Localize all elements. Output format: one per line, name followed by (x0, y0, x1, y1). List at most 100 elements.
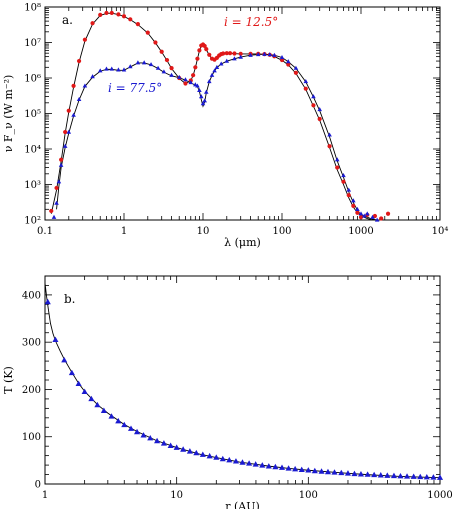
panel-a-model-curves (50, 12, 378, 221)
data-point-triangle (44, 298, 51, 305)
data-point-triangle (272, 52, 277, 57)
data-point-triangle (176, 74, 182, 79)
data-point-triangle (133, 428, 141, 435)
data-point-triangle (292, 465, 299, 472)
data-point-circle (327, 144, 332, 149)
data-point-triangle (384, 472, 391, 478)
data-point-triangle (206, 452, 213, 459)
data-point-triangle (218, 61, 224, 66)
data-point-triangle (141, 60, 147, 65)
data-point-triangle (135, 60, 141, 65)
data-point-triangle (357, 471, 364, 477)
data-point-triangle (66, 129, 72, 134)
data-point-triangle (417, 473, 424, 480)
y-tick-label: 100 (22, 432, 41, 443)
y-tick-label: 0 (35, 480, 41, 491)
data-point-triangle (285, 465, 292, 471)
data-point-triangle (54, 200, 59, 205)
data-point-triangle (56, 179, 62, 184)
data-point-triangle (311, 94, 316, 99)
panel-b-x-axis-label: r (AU) (225, 500, 260, 509)
data-point-circle (355, 210, 360, 215)
data-point-circle (82, 37, 88, 42)
data-point-triangle (390, 472, 397, 479)
panel-a-annotation-i-12-5: i = 12.5° (224, 15, 278, 29)
data-point-circle (63, 129, 68, 135)
data-point-triangle (202, 98, 207, 103)
data-point-triangle (173, 444, 180, 450)
data-point-triangle (108, 413, 115, 419)
y-tick-label: 200 (22, 385, 41, 396)
data-point-triangle (88, 395, 95, 402)
data-point-triangle (410, 473, 417, 479)
y-tick-label: 10⁸ (24, 3, 41, 14)
data-point-circle (193, 65, 198, 70)
y-tick-label: 300 (22, 338, 41, 349)
data-point-triangle (193, 449, 200, 456)
data-point-triangle (147, 434, 154, 441)
data-point-triangle (303, 79, 309, 84)
data-point-triangle (212, 68, 217, 73)
data-point-triangle (121, 67, 127, 72)
data-point-triangle (224, 58, 230, 63)
data-point-triangle (219, 455, 226, 462)
data-point-triangle (324, 468, 332, 475)
panel-a-sed: 0.1 1 10 100 1000 10⁴ 10² 10³ 10⁴ 10⁵ 10⁶ 10⁷ 10⁸ a.… (2, 3, 448, 250)
data-point-circle (372, 213, 378, 219)
x-tick-label: 10 (197, 226, 210, 237)
data-point-circle (54, 185, 59, 191)
data-point-circle (159, 49, 164, 54)
data-point-triangle (259, 462, 266, 468)
data-point-triangle (371, 471, 378, 478)
data-point-triangle (161, 69, 167, 74)
data-point-triangle (109, 66, 115, 71)
y-tick-label: 10² (24, 216, 41, 227)
data-point-circle (293, 70, 299, 75)
x-tick-label: 1 (121, 226, 127, 237)
data-point-triangle (206, 79, 212, 84)
data-point-triangle (272, 463, 279, 470)
data-point-triangle (94, 401, 101, 408)
data-point-triangle (186, 448, 193, 454)
data-point-triangle (203, 89, 209, 94)
data-point-triangle (68, 369, 75, 376)
data-point-circle (351, 203, 356, 208)
data-point-circle (135, 21, 141, 27)
data-point-circle (286, 62, 291, 67)
data-point-circle (385, 211, 391, 216)
x-tick-label: 1 (42, 490, 48, 501)
data-point-circle (358, 215, 364, 220)
model-T-curve (44, 283, 441, 479)
data-point-triangle (197, 87, 202, 92)
data-point-triangle (226, 456, 233, 463)
data-point-circle (116, 12, 121, 17)
data-point-triangle (377, 472, 384, 478)
data-point-triangle (232, 56, 237, 61)
data-point-circle (66, 108, 71, 113)
data-point-triangle (374, 217, 380, 222)
panel-a-label: a. (62, 13, 73, 27)
data-point-triangle (154, 437, 161, 444)
data-point-triangle (267, 52, 273, 57)
data-point-circle (145, 30, 150, 35)
data-point-triangle (200, 101, 206, 106)
data-point-triangle (121, 421, 128, 428)
data-point-triangle (358, 211, 364, 216)
panel-b-ticks: 1 10 100 1000 0 100 200 300 400 (22, 276, 453, 501)
data-point-circle (76, 58, 82, 64)
data-point-triangle (278, 464, 286, 470)
panel-a-data-points (49, 10, 391, 222)
data-point-circle (191, 73, 196, 78)
data-point-triangle (148, 62, 154, 67)
data-point-triangle (355, 206, 360, 211)
y-tick-label: 10⁵ (24, 109, 41, 120)
data-point-circle (164, 57, 170, 63)
x-tick-label: 1000 (348, 226, 373, 237)
y-tick-label: 400 (22, 290, 41, 301)
y-tick-label: 10⁷ (24, 38, 41, 49)
data-point-triangle (209, 72, 215, 77)
data-point-triangle (61, 356, 68, 363)
data-point-circle (346, 193, 351, 198)
data-point-triangle (90, 74, 95, 79)
